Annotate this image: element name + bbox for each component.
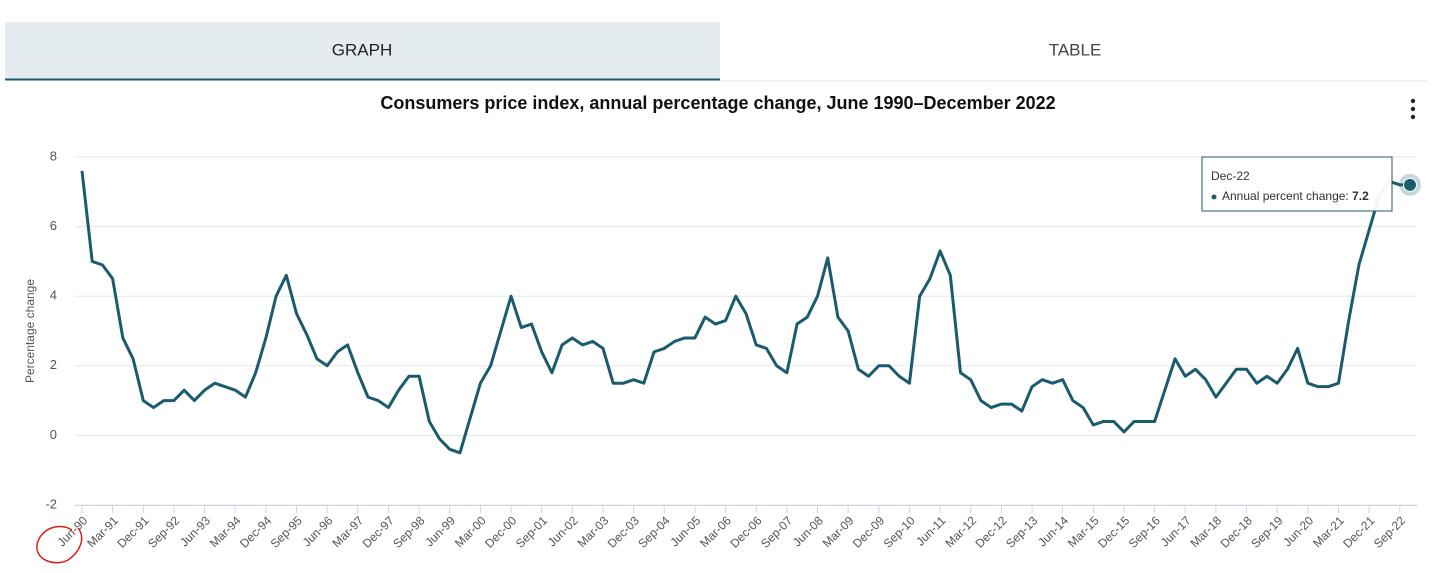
y-tick-label: 6	[50, 218, 57, 233]
x-tick-label: Mar-21	[1310, 513, 1347, 550]
menu-button[interactable]	[1410, 98, 1416, 120]
y-tick-label: 2	[50, 357, 57, 372]
x-tick-label: Mar-15	[1065, 513, 1102, 550]
x-tick-label: Sep-95	[268, 513, 305, 550]
tooltip-date: Dec-22	[1211, 169, 1250, 183]
tooltip-label: Annual percent change:	[1222, 189, 1349, 203]
graph-tab[interactable]	[5, 22, 720, 79]
x-tick-label: Sep-10	[881, 513, 918, 550]
y-tick-label: -2	[45, 496, 57, 511]
x-tick-label: Jun-05	[667, 513, 703, 549]
x-tick-label: Dec-15	[1095, 513, 1132, 550]
x-tick-label: Sep-19	[1248, 513, 1285, 550]
x-tick-label: Dec-21	[1340, 513, 1377, 550]
tooltip: Dec-22 Annual percent change: 7.2	[1201, 156, 1393, 212]
tooltip-bullet	[1211, 194, 1217, 200]
series-line	[80, 170, 1410, 455]
tooltip-value: 7.2	[1352, 189, 1369, 203]
annotation-circle	[36, 525, 83, 564]
x-tick-label: Dec-00	[482, 513, 519, 550]
tooltip-box	[1201, 156, 1393, 212]
x-tick-label: Jun-93	[177, 513, 213, 549]
x-tick-label: Dec-09	[850, 513, 887, 550]
x-tick-label: Jun-11	[913, 513, 948, 548]
x-tick-label: Dec-97	[360, 513, 397, 550]
x-tick-label: Sep-04	[635, 513, 672, 550]
x-tick-label: Mar-94	[207, 513, 244, 550]
x-tick-label: Mar-18	[1187, 513, 1224, 550]
x-tick-label: Mar-09	[820, 513, 857, 550]
x-tick-label: Sep-16	[1126, 513, 1163, 550]
x-tick-label: Jun-02	[545, 513, 581, 549]
x-tick-label: Dec-91	[114, 513, 151, 550]
x-tick-label: Dec-12	[972, 513, 1009, 550]
x-tick-label: Sep-01	[513, 513, 550, 550]
tab-label[interactable]: TABLE	[1049, 40, 1102, 59]
x-tick-label: Dec-94	[237, 513, 274, 550]
y-tick-label: 4	[50, 288, 57, 303]
x-tick-label: Dec-03	[605, 513, 642, 550]
tab-label[interactable]: GRAPH	[332, 40, 392, 59]
y-tick-label: 0	[50, 427, 57, 442]
x-tick-label: Mar-91	[84, 513, 121, 550]
x-tick-label: Sep-92	[145, 513, 182, 550]
x-tick-label: Jun-08	[790, 513, 826, 549]
x-tick-label: Jun-17	[1158, 513, 1194, 549]
x-tick-label: Sep-13	[1003, 513, 1040, 550]
x-tick-label: Jun-20	[1280, 513, 1316, 549]
x-tick-label: Dec-06	[727, 513, 764, 550]
x-tick-label: Mar-00	[452, 513, 489, 550]
tooltip-text: Annual percent change: 7.2	[1222, 189, 1369, 203]
x-tick-label: Sep-98	[390, 513, 427, 550]
x-tick-label: Jun-90	[55, 513, 91, 549]
x-tick-label: Dec-18	[1218, 513, 1255, 550]
x-tick-label: Mar-97	[329, 513, 366, 550]
y-tick-label: 8	[50, 148, 57, 163]
x-tick-label: Mar-06	[697, 513, 734, 550]
x-tick-label: Sep-22	[1371, 513, 1408, 550]
x-tick-label: Mar-03	[575, 513, 612, 550]
chart-title: Consumers price index, annual percentage…	[380, 93, 1055, 113]
hover-point	[1403, 177, 1417, 192]
x-tick-label: Jun-14	[1035, 513, 1071, 549]
x-tick-label: Jun-99	[422, 513, 458, 549]
x-tick-label: Jun-96	[300, 513, 336, 549]
y-axis-label: Percentage change	[23, 279, 37, 383]
x-tick-label: Mar-12	[942, 513, 979, 550]
x-tick-label: Sep-07	[758, 513, 795, 550]
